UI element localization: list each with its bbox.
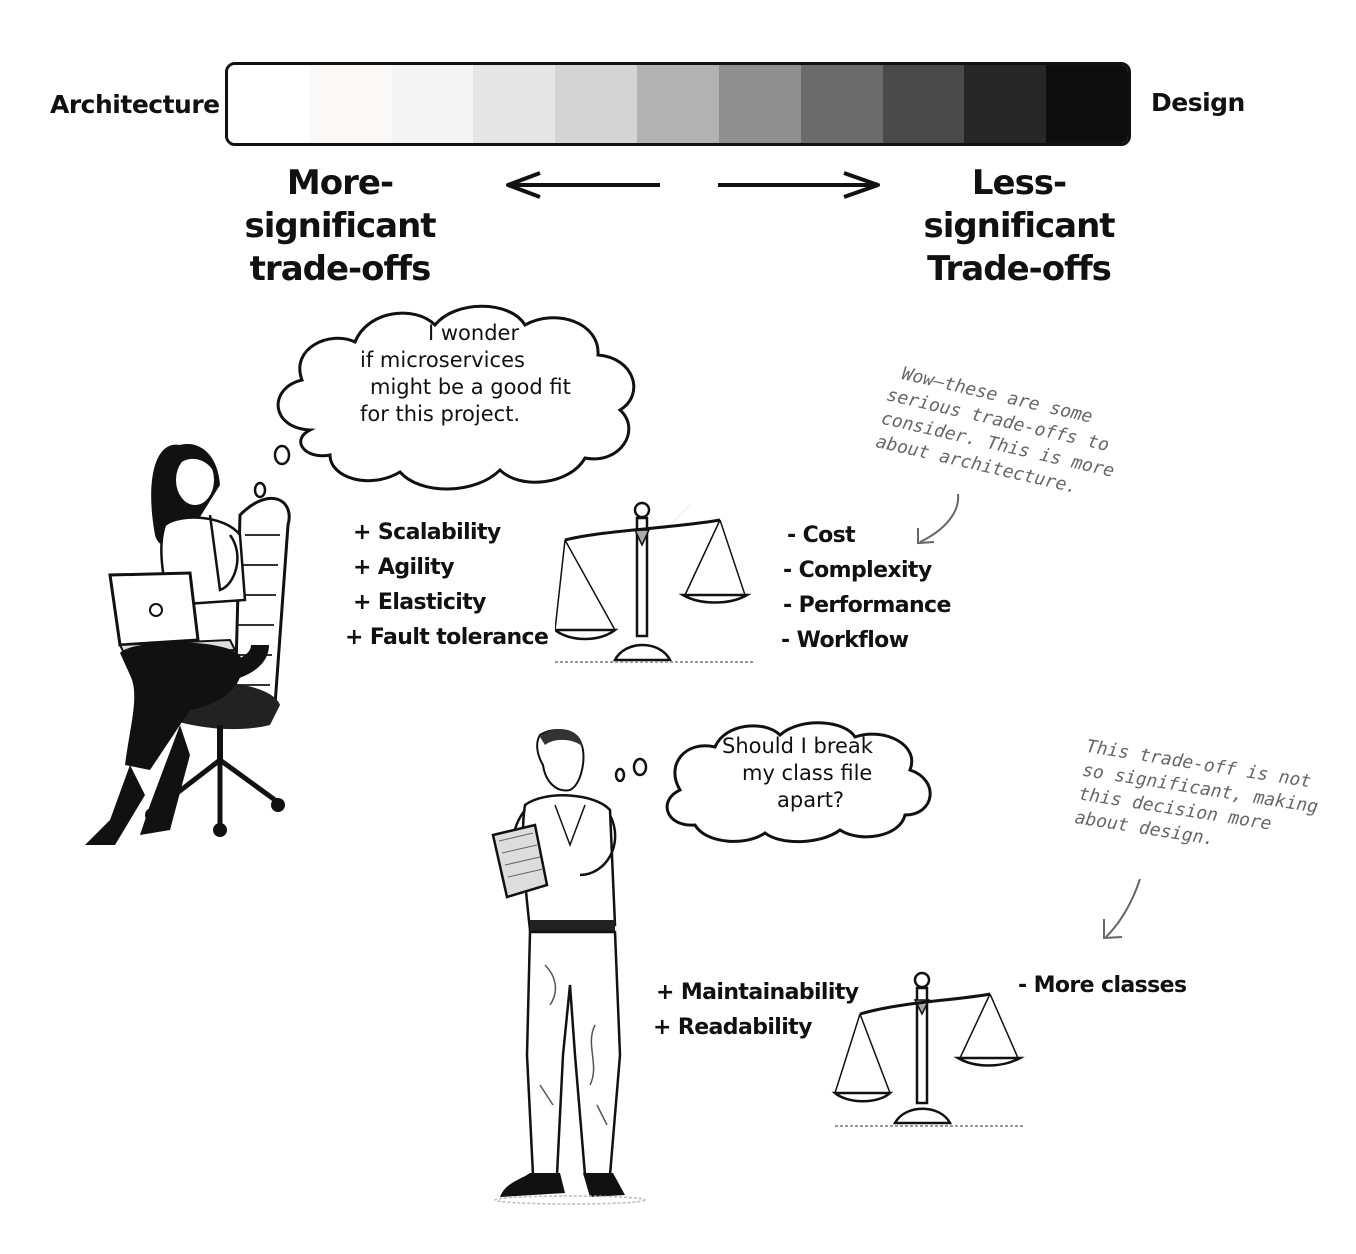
spectrum-segment: [800, 65, 883, 143]
left-arrow-icon: [506, 171, 660, 199]
balance-scale-icon: [555, 501, 755, 663]
pro-item: + Maintainability: [656, 980, 859, 1005]
pro-item: + Elasticity: [353, 590, 487, 615]
thought-text-architecture: I wonder if microservices might be a goo…: [360, 320, 571, 428]
pro-item: + Agility: [353, 555, 455, 580]
more-significant-line-2: trade-offs: [249, 249, 432, 289]
spectrum-segment: [309, 65, 392, 143]
thought-line: might be a good fit: [370, 375, 571, 399]
design-annotation: This trade-off is not so significant, ma…: [1073, 735, 1324, 867]
design-label: Design: [1151, 88, 1245, 117]
woman-architect-illustration: [85, 444, 291, 845]
design-pros-list: + Maintainability + Readability: [653, 975, 859, 1045]
design-cons-list: - More classes: [1018, 968, 1187, 1003]
pro-item: + Fault tolerance: [345, 625, 549, 650]
con-item: - Workflow: [781, 628, 909, 653]
thought-bubble: [253, 304, 636, 499]
spectrum-segment: [882, 65, 965, 143]
annotation-arrow-icon: [1103, 878, 1141, 940]
con-item: - Cost: [787, 523, 856, 548]
con-item: - More classes: [1018, 973, 1187, 998]
thought-line: apart?: [777, 788, 845, 812]
pro-item: + Scalability: [353, 520, 501, 545]
man-developer-illustration: [491, 728, 646, 1205]
architecture-annotation: Wow—these are some serious trade-offs to…: [873, 360, 1127, 507]
pro-item: + Readability: [653, 1015, 812, 1040]
more-significant-line-1: More-significant: [244, 163, 436, 246]
more-significant-label: More-significant trade-offs: [200, 162, 480, 291]
less-significant-line-2: Trade-offs: [927, 249, 1112, 289]
spectrum-segment: [391, 65, 474, 143]
annotation-arrow-icon: [917, 493, 960, 545]
thought-bubble: [614, 721, 932, 844]
spectrum-segment: [637, 65, 719, 143]
spectrum-segment: [964, 65, 1047, 143]
spectrum-segment: [1046, 65, 1128, 143]
con-item: - Performance: [783, 593, 951, 618]
con-item: - Complexity: [783, 558, 932, 583]
architecture-pros-list: + Scalability + Agility + Elasticity + F…: [345, 515, 549, 655]
right-arrow-icon: [718, 171, 880, 199]
spectrum-segment: [718, 65, 801, 143]
thought-line: if microservices: [360, 348, 525, 372]
thought-line: for this project.: [360, 402, 521, 426]
less-significant-line-1: Less-significant: [923, 163, 1115, 246]
less-significant-label: Less-significant Trade-offs: [880, 162, 1158, 291]
architecture-design-spectrum: [225, 62, 1131, 146]
thought-line: Should I break: [722, 734, 873, 758]
architecture-cons-list: - Cost - Complexity - Performance - Work…: [781, 518, 951, 658]
spectrum-segment: [228, 65, 310, 143]
thought-text-design: Should I break my class file apart?: [722, 733, 873, 814]
spectrum-segment: [555, 65, 638, 143]
spectrum-segment: [473, 65, 556, 143]
thought-line: my class file: [742, 761, 873, 785]
balance-scale-icon: [831, 971, 1025, 1127]
architecture-label: Architecture: [50, 90, 220, 119]
thought-line: I wonder: [428, 321, 520, 345]
